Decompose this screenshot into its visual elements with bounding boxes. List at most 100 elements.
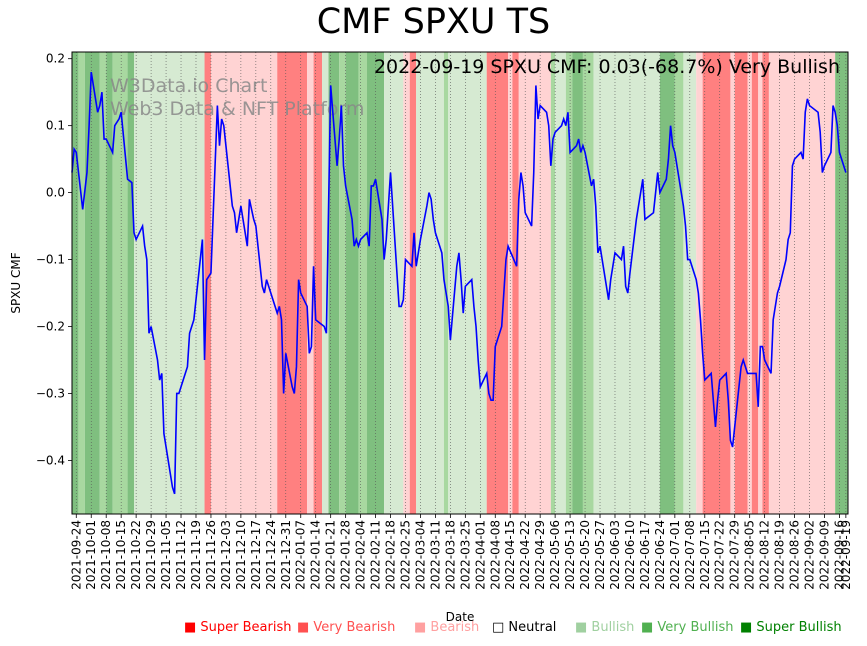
legend-item: □ Neutral [492,620,557,635]
x-tick-label: 2022-04-08 [488,520,502,590]
x-tick-label: 2022-03-04 [413,520,427,590]
regime-band-neutral-bullish [133,52,205,514]
regime-band-bullish [112,52,128,514]
legend-item: ■ Bullish [575,620,635,635]
regime-band-very-bullish [659,52,675,514]
regime-band-bullish [78,52,85,514]
regime-band-very-bullish [345,52,359,514]
x-tick-label: 2021-11-05 [159,520,173,590]
regime-band-bullish [582,52,594,514]
regime-band-very-bearish [702,52,731,514]
regime-band-very-bearish [313,52,323,514]
regime-band-bearish [730,52,735,514]
x-tick-label: 2021-12-24 [264,520,278,590]
regime-band-bullish [674,52,684,514]
legend-item: ■ Super Bearish [184,620,292,635]
regime-band-very-bearish [734,52,748,514]
x-tick-label: 2022-09-16 [832,520,846,590]
regime-band-very-bearish [204,52,211,514]
x-tick-label: 2022-09-02 [803,520,817,590]
x-tick-label: 2022-07-29 [728,520,742,590]
legend-item: ■ Super Bullish [740,620,842,635]
x-tick-label: 2021-12-03 [219,520,233,590]
watermark-line: W3Data.io Chart [110,75,267,97]
x-tick-label: 2022-03-18 [443,520,457,590]
regime-band-bullish [443,52,449,514]
y-tick-label: 0.0 [46,186,65,200]
x-tick-label: 2021-09-24 [69,520,83,590]
regime-band-very-bullish [72,52,79,514]
y-tick-label: −0.1 [36,253,65,267]
x-tick-label: 2022-07-22 [713,520,727,590]
regime-band-bearish [403,52,410,514]
x-tick-label: 2022-03-25 [458,520,472,590]
regime-band-very-bullish [84,52,100,514]
plot-frame [71,51,849,515]
x-tick-label: 2022-05-20 [578,520,592,590]
legend-item: ■ Bearish [414,620,480,635]
regime-band-very-bullish [328,52,340,514]
y-tick-label: −0.2 [36,320,65,334]
regime-band-bullish [358,52,368,514]
x-axis-label: Date [446,610,475,624]
x-tick-label: 2022-03-11 [428,520,442,590]
x-tick-label: 2022-09-19 [839,520,853,590]
y-tick-label: 0.1 [46,119,65,133]
x-tick-label: 2022-02-04 [354,520,368,590]
x-tick-label: 2021-11-19 [189,520,203,590]
vertical-gridlines [75,52,847,514]
y-tick-label: 0.2 [46,52,65,66]
x-tick-label: 2022-02-25 [398,520,412,590]
x-tick-label: 2022-08-12 [758,520,772,590]
latest-value-annotation: 2022-09-19 SPXU CMF: 0.03(-68.7%) Very B… [374,56,840,78]
y-axis: 0.2 0.1 0.0 −0.1 −0.2 −0.3 −0.4 [36,52,72,467]
x-tick-label: 2022-07-08 [683,520,697,590]
regime-band-very-bearish [277,52,308,514]
y-tick-label: −0.3 [36,386,65,400]
regime-band-very-bullish [127,52,134,514]
x-tick-label: 2022-04-29 [533,520,547,590]
regime-band-very-bearish [762,52,769,514]
x-tick-label: 2022-06-03 [608,520,622,590]
x-tick-label: 2022-06-17 [638,520,652,590]
x-tick-label: 2022-08-26 [788,520,802,590]
regime-band-neutral-bullish [593,52,660,514]
x-tick-label: 2022-02-11 [369,520,383,590]
regime-band-neutral-bullish [416,52,444,514]
legend-item: ■ Very Bearish [297,620,396,635]
x-tick-label: 2022-08-19 [773,520,787,590]
regime-band-very-bearish [751,52,759,514]
regime-band-very-bearish [486,52,509,514]
x-tick-label: 2021-11-26 [204,520,218,590]
legend-item: ■ Very Bullish [641,620,734,635]
regime-band-very-bearish [409,52,417,514]
legend: ■ Super Bearish ■ Very Bearish ■ Bearish □ … [0,620,867,640]
x-tick-label: 2022-09-09 [817,520,831,590]
regime-band-bearish [696,52,703,514]
regime-band-very-bearish [512,52,519,514]
x-tick-label: 2022-01-28 [339,520,353,590]
regime-band-bearish [307,52,314,514]
regime-band-very-bullish [106,52,113,514]
x-tick-label: 2022-04-01 [473,520,487,590]
x-tick-label: 2022-02-18 [384,520,398,590]
regime-band-bearish [758,52,763,514]
x-tick-label: 2021-12-17 [249,520,263,590]
x-tick-label: 2021-12-31 [279,520,293,590]
x-tick-label: 2022-05-13 [563,520,577,590]
cmf-series-line [71,71,847,495]
regime-band-neutral-bullish [322,52,329,514]
x-tick-label: 2022-07-15 [698,520,712,590]
x-tick-label: 2022-05-06 [548,520,562,590]
x-tick-label: 2021-10-01 [84,520,98,590]
watermark-line: Web3 Data & NFT Platform [110,98,364,120]
x-tick-label: 2022-06-24 [653,520,667,590]
y-axis-label: SPXU CMF [9,252,23,313]
y-tick-label: −0.4 [36,453,65,467]
x-axis: 2021-09-24 2021-10-01 2021-10-08 2021-10-15… [69,514,853,590]
x-tick-label: 2022-01-07 [294,520,308,590]
x-tick-label: 2021-12-10 [234,520,248,590]
regime-band-bearish [768,52,836,514]
x-tick-label: 2021-10-08 [99,520,113,590]
